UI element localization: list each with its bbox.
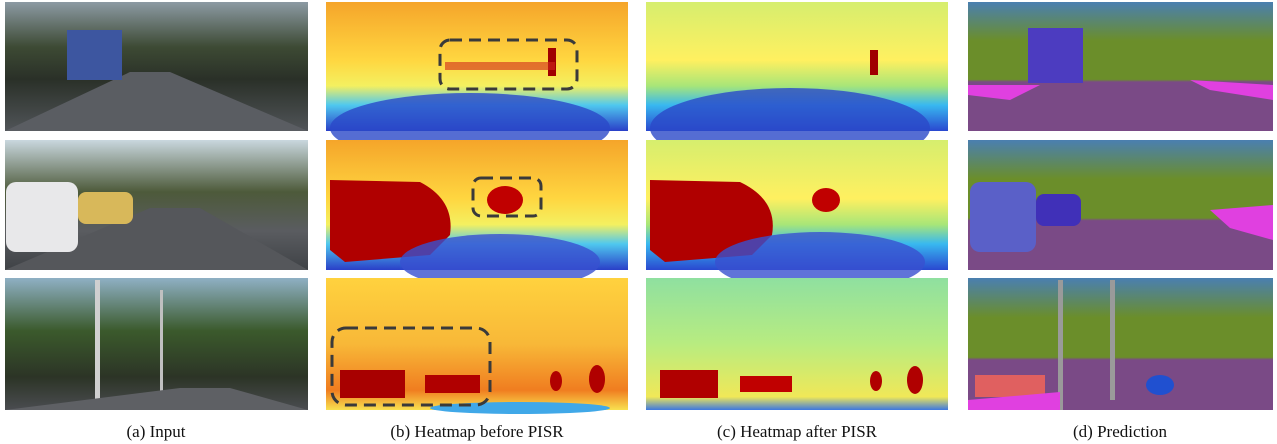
caption: (c) Heatmap after PISR [717,422,878,441]
input-images [5,2,308,410]
predictions [968,2,1273,410]
caption: (b) Heatmap before PISR [390,422,564,441]
caption: (a) Input [126,422,185,441]
heatmaps-before [326,2,628,414]
heatmaps-after [646,2,948,410]
caption: (d) Prediction [1073,422,1167,441]
